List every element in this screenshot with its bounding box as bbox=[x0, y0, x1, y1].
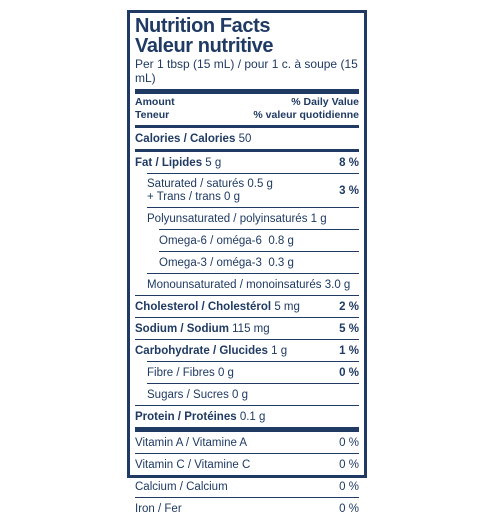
divider-thin bbox=[159, 229, 359, 230]
saturated-value: 0.5 g bbox=[247, 178, 273, 190]
divider-thin bbox=[135, 497, 359, 498]
amount-heading: Amount Teneur bbox=[135, 96, 175, 122]
amount-heading-fr: Teneur bbox=[135, 109, 170, 121]
omega3-row: Omega-3 / oméga-3 0.3 g bbox=[135, 252, 359, 273]
fibre-label: Fibre / Fibres bbox=[147, 367, 215, 379]
trans-value: 0 g bbox=[224, 191, 241, 203]
daily-value-heading-en: % Daily Value bbox=[291, 96, 359, 108]
iron-row: Iron / Fer 0 % bbox=[135, 498, 359, 519]
saturated-label: Saturated / saturés bbox=[147, 178, 245, 190]
saturated-trans-dv: 3 % bbox=[339, 184, 359, 197]
vitamin-c-row: Vitamin C / Vitamine C 0 % bbox=[135, 454, 359, 475]
fat-row: Fat / Lipides 5 g 8 % bbox=[135, 152, 359, 173]
divider-thin bbox=[135, 317, 359, 318]
fat-label: Fat / Lipides bbox=[135, 157, 203, 169]
omega3-label: Omega-3 / oméga-3 bbox=[159, 257, 262, 269]
protein-label: Protein / Protéines bbox=[135, 411, 237, 423]
sodium-dv: 5 % bbox=[339, 323, 359, 335]
saturated-trans-row: Saturated / saturés 0.5 g + Trans / tran… bbox=[135, 174, 359, 207]
calcium-row: Calcium / Calcium 0 % bbox=[135, 476, 359, 497]
cholesterol-dv: 2 % bbox=[339, 301, 359, 313]
calories-value: 50 bbox=[238, 133, 252, 145]
cholesterol-label: Cholesterol / Cholestérol bbox=[135, 301, 272, 313]
divider-thin bbox=[147, 173, 359, 174]
omega6-label: Omega-6 / oméga-6 bbox=[159, 235, 262, 247]
divider-thin bbox=[159, 251, 359, 252]
carb-label: Carbohydrate / Glucides bbox=[135, 345, 268, 357]
divider-thin bbox=[147, 207, 359, 208]
sodium-row: Sodium / Sodium 115 mg 5 % bbox=[135, 318, 359, 339]
nutrition-facts-panel: Nutrition Facts Valeur nutritive Per 1 t… bbox=[127, 10, 367, 515]
sugars-label: Sugars / Sucres bbox=[147, 389, 229, 401]
sodium-label: Sodium / Sodium bbox=[135, 323, 229, 335]
fat-dv: 8 % bbox=[339, 157, 359, 169]
daily-value-heading-fr: % valeur quotidienne bbox=[253, 109, 359, 121]
divider-thin bbox=[135, 453, 359, 454]
poly-label: Polyunsaturated / polyinsaturés bbox=[147, 213, 308, 225]
sugars-value: 0 g bbox=[232, 389, 249, 401]
divider-thin bbox=[147, 361, 359, 362]
divider-thick bbox=[135, 427, 359, 432]
fat-value: 5 g bbox=[205, 157, 222, 169]
title-english: Nutrition Facts bbox=[135, 15, 271, 37]
divider-thin bbox=[135, 405, 359, 406]
protein-row: Protein / Protéines 0.1 g bbox=[135, 406, 359, 427]
sugars-row: Sugars / Sucres 0 g bbox=[135, 384, 359, 405]
omega6-row: Omega-6 / oméga-6 0.8 g bbox=[135, 230, 359, 251]
divider-thin bbox=[135, 475, 359, 476]
fibre-value: 0 g bbox=[217, 367, 234, 379]
polyunsaturated-row: Polyunsaturated / polyinsaturés 1 g bbox=[135, 208, 359, 229]
divider-medium bbox=[135, 149, 359, 152]
divider-thin bbox=[135, 295, 359, 296]
divider-thin bbox=[147, 273, 359, 274]
omega6-value: 0.8 g bbox=[268, 235, 294, 247]
monounsaturated-row: Monounsaturated / monoinsaturés 3.0 g bbox=[135, 274, 359, 295]
divider-thick bbox=[135, 89, 359, 94]
divider-thin bbox=[135, 339, 359, 340]
column-header: Amount Teneur % Daily Value % valeur quo… bbox=[135, 94, 359, 125]
calcium-dv: 0 % bbox=[339, 481, 359, 493]
sodium-value: 115 mg bbox=[232, 323, 270, 335]
amount-heading-en: Amount bbox=[135, 96, 175, 108]
iron-label: Iron / Fer bbox=[135, 503, 182, 515]
omega3-value: 0.3 g bbox=[268, 257, 294, 269]
vitamin-a-dv: 0 % bbox=[339, 437, 359, 449]
carb-dv: 1 % bbox=[339, 345, 359, 357]
cholesterol-value: 5 mg bbox=[274, 301, 300, 313]
daily-value-heading: % Daily Value % valeur quotidienne bbox=[253, 96, 359, 122]
vitamin-a-label: Vitamin A / Vitamine A bbox=[135, 437, 248, 449]
mono-value: 3.0 g bbox=[324, 279, 351, 291]
fibre-row: Fibre / Fibres 0 g 0 % bbox=[135, 362, 359, 383]
calories-label: Calories / Calories bbox=[135, 133, 236, 145]
trans-label: + Trans / trans bbox=[147, 191, 221, 203]
divider-thin bbox=[147, 383, 359, 384]
carb-value: 1 g bbox=[271, 345, 288, 357]
poly-value: 1 g bbox=[310, 213, 327, 225]
cholesterol-row: Cholesterol / Cholestérol 5 mg 2 % bbox=[135, 296, 359, 317]
title-french: Valeur nutritive bbox=[135, 35, 274, 57]
fibre-dv: 0 % bbox=[339, 367, 359, 379]
mono-label: Monounsaturated / monoinsaturés bbox=[147, 279, 322, 291]
carbohydrate-row: Carbohydrate / Glucides 1 g 1 % bbox=[135, 340, 359, 361]
calories-row: Calories / Calories 50 bbox=[135, 128, 359, 149]
vitamin-c-label: Vitamin C / Vitamine C bbox=[135, 459, 251, 471]
protein-value: 0.1 g bbox=[239, 411, 266, 423]
vitamin-a-row: Vitamin A / Vitamine A 0 % bbox=[135, 432, 359, 453]
iron-dv: 0 % bbox=[339, 503, 359, 515]
vitamin-c-dv: 0 % bbox=[339, 459, 359, 471]
serving-size: Per 1 tbsp (15 mL) / pour 1 c. à soupe (… bbox=[135, 57, 358, 85]
calcium-label: Calcium / Calcium bbox=[135, 481, 228, 493]
divider-medium bbox=[135, 125, 359, 128]
